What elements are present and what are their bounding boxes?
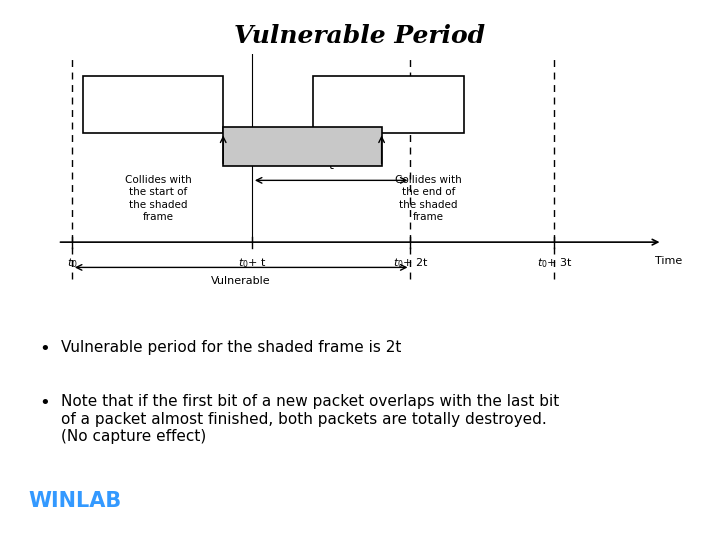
Text: $t_0$: $t_0$ xyxy=(67,256,77,270)
Text: •: • xyxy=(40,394,50,412)
Text: Vulnerable Period: Vulnerable Period xyxy=(235,24,485,48)
Text: $t_0$+ t: $t_0$+ t xyxy=(238,256,266,270)
Bar xyxy=(83,77,223,133)
Bar xyxy=(313,77,464,133)
Text: $t_0$+ 3t: $t_0$+ 3t xyxy=(536,256,572,270)
Text: Collides with
the end of
the shaded
frame: Collides with the end of the shaded fram… xyxy=(395,175,462,222)
Text: Vulnerable period for the shaded frame is 2t: Vulnerable period for the shaded frame i… xyxy=(61,340,402,355)
Text: Time: Time xyxy=(655,256,683,266)
Text: WINLAB: WINLAB xyxy=(29,491,122,511)
Text: •: • xyxy=(40,340,50,358)
Text: Collides with
the start of
the shaded
frame: Collides with the start of the shaded fr… xyxy=(125,175,192,222)
Text: $t_0$+ 2t: $t_0$+ 2t xyxy=(392,256,428,270)
Text: Note that if the first bit of a new packet overlaps with the last bit
of a packe: Note that if the first bit of a new pack… xyxy=(61,394,559,444)
Bar xyxy=(223,127,382,166)
Text: t: t xyxy=(329,159,333,172)
Text: Vulnerable: Vulnerable xyxy=(212,276,271,286)
